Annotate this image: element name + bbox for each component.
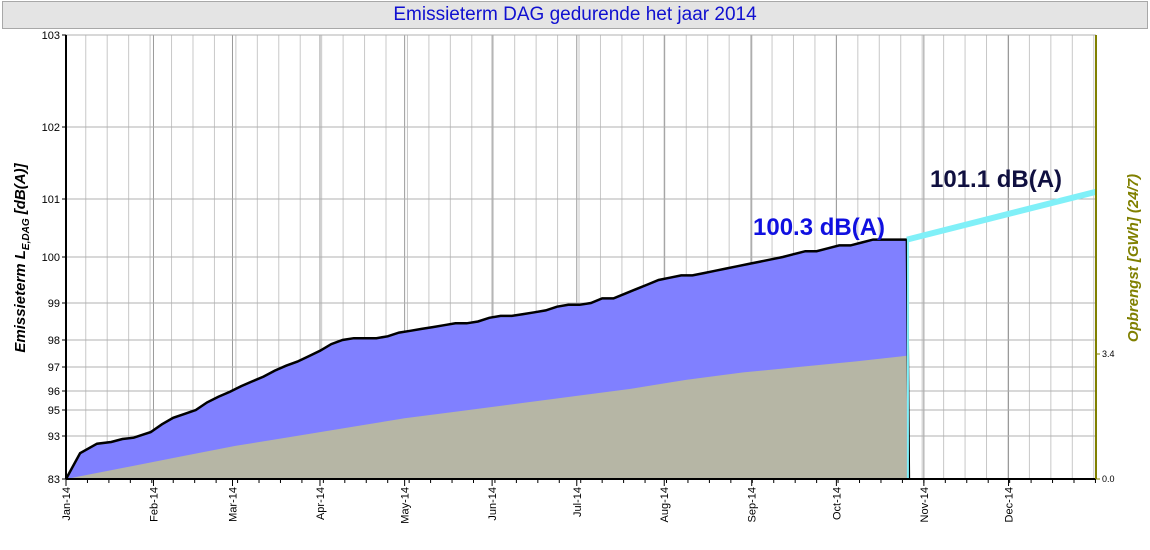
y-tick-label: 95 [48,405,60,417]
y-axis-label-subscript: E,DAG [21,218,32,250]
y-tick-label: 96 [48,386,60,398]
y-tick-label: 102 [42,122,60,134]
chart-title: Emissieterm DAG gedurende het jaar 2014 [2,1,1148,29]
y-tick-label: 101 [42,194,60,206]
x-tick-label: May-14 [400,487,412,524]
x-tick-label: Sep-14 [747,487,759,522]
y-tick-label: 99 [48,298,60,310]
y-axis-label-unit: [dB(A)] [12,162,29,218]
annotation-current: 100.3 dB(A) [753,214,885,241]
x-tick-label: Mar-14 [227,487,239,522]
axes [62,34,1100,486]
y-tick-label: 98 [48,335,60,347]
x-tick-label: Aug-14 [659,487,671,522]
x-tick-label: Dec-14 [1004,487,1016,522]
y-tick-label: 93 [48,431,60,443]
x-tick-label: Nov-14 [919,487,931,522]
y-axis-label: Emissieterm LE,DAG [dB(A)] [12,162,32,352]
annotation-forecast: 101.1 dB(A) [930,166,1062,193]
forecast-line [906,188,1097,243]
opbrengst-area [66,355,907,479]
emissieterm-line [64,238,911,480]
x-tick-label: Oct-14 [831,487,843,520]
x-tick-label: Feb-14 [148,487,160,522]
plot-areas [64,188,1097,480]
tick-labels: 83 93 95 96 97 98 99 100 101 102 103 0.0 3.4 Jan-14 Fe… [42,30,1115,524]
y-axis-label-main: Emissieterm L [12,250,29,353]
y2-tick-label: 3.4 [1102,349,1115,359]
x-tick-label: Jan-14 [61,487,73,521]
y-tick-label: 103 [42,30,60,42]
x-tick-label: Apr-14 [315,487,327,520]
x-tick-label: Jun-14 [487,487,499,521]
y2-axis-label: Opbrengst [GWh] (24/7) [1125,174,1142,342]
y-tick-label: 83 [48,474,60,486]
y2-tick-label: 0.0 [1102,474,1115,484]
y-tick-label: 97 [48,362,60,374]
x-tick-label: Jul-14 [572,487,584,517]
y-tick-label: 100 [42,252,60,264]
